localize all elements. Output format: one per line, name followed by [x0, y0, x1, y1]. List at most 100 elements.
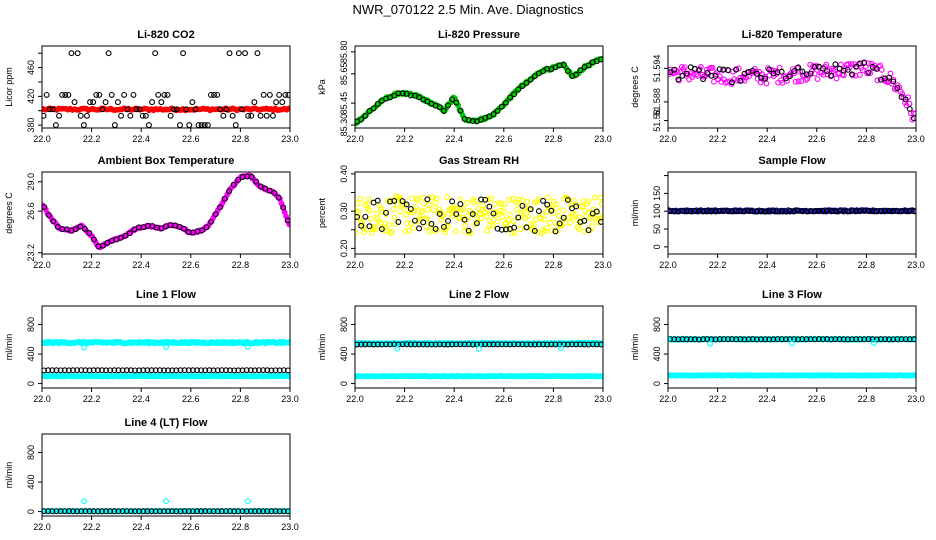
data-point	[560, 341, 567, 348]
data-point	[762, 208, 769, 215]
data-point	[506, 196, 512, 203]
data-point	[173, 508, 180, 515]
data-point	[494, 218, 501, 225]
data-point	[86, 367, 93, 374]
x-tick-label: 22.4	[132, 134, 150, 144]
data-point	[444, 194, 450, 201]
data-point	[198, 508, 205, 515]
data-point	[857, 60, 864, 67]
data-point	[395, 90, 402, 97]
data-point	[585, 227, 592, 234]
data-point	[144, 508, 151, 515]
data-point	[544, 65, 551, 72]
data-point	[499, 214, 506, 221]
chart-panel: Li-820 Pressure kPa 22.0 22.2 22.4 22.6 22.8 23…	[317, 29, 612, 144]
data-point	[774, 208, 781, 215]
x-tick-label: 22.2	[396, 134, 414, 144]
data-point	[557, 345, 564, 352]
data-point	[152, 508, 159, 515]
data-point	[370, 341, 377, 348]
data-point	[148, 367, 155, 374]
x-tick-label: 22.8	[232, 394, 250, 404]
data-point	[383, 211, 389, 218]
data-point	[870, 339, 877, 346]
data-point	[486, 341, 493, 348]
data-point	[573, 203, 580, 210]
data-point	[527, 206, 534, 213]
chart-title: Line 4 (LT) Flow	[125, 417, 208, 429]
data-point	[57, 508, 64, 515]
data-point	[378, 226, 385, 232]
data-point	[709, 64, 716, 71]
data-point	[890, 78, 897, 85]
x-tick-label: 22.0	[33, 394, 51, 404]
data-point	[599, 373, 603, 380]
data-point	[103, 367, 110, 374]
data-point	[264, 367, 271, 374]
data-point	[358, 116, 365, 123]
data-point	[42, 112, 47, 119]
x-tick-label: 22.6	[182, 260, 200, 270]
data-point	[591, 194, 598, 201]
data-point	[487, 195, 494, 202]
data-point	[272, 367, 279, 374]
data-point	[403, 341, 410, 348]
data-point	[515, 86, 522, 93]
data-point	[436, 210, 443, 217]
x-tick-label: 23.0	[281, 134, 299, 144]
data-point	[226, 50, 233, 57]
plot-frame	[354, 45, 604, 129]
x-tick-label: 22.0	[659, 394, 677, 404]
plot-frame	[354, 171, 604, 255]
data-point	[227, 367, 234, 374]
data-point	[753, 336, 760, 343]
data-point	[53, 122, 59, 128]
data-point	[704, 208, 711, 214]
data-point	[107, 367, 114, 374]
data-point	[894, 85, 901, 92]
data-point	[368, 229, 375, 236]
data-point	[401, 201, 408, 208]
data-point	[803, 336, 810, 343]
data-point	[87, 99, 94, 106]
data-point	[156, 508, 163, 515]
data-point	[256, 367, 262, 374]
data-point	[78, 367, 85, 374]
data-point	[90, 367, 97, 374]
data-point	[365, 196, 372, 203]
x-tick-label: 22.2	[709, 394, 727, 404]
data-point	[407, 92, 414, 99]
data-point	[832, 208, 839, 215]
data-point	[902, 336, 909, 343]
data-point	[355, 200, 361, 207]
data-point	[419, 208, 426, 215]
data-point	[820, 208, 826, 215]
data-point	[118, 112, 125, 119]
chart-title: Ambient Box Temperature	[98, 155, 235, 167]
data-point	[573, 71, 580, 78]
data-point	[494, 107, 501, 114]
data-point	[428, 220, 435, 227]
data-point	[502, 341, 509, 348]
data-point	[103, 508, 110, 515]
data-point	[208, 91, 214, 98]
data-point	[433, 195, 440, 202]
data-point	[121, 91, 128, 98]
chart-title: Li-820 Pressure	[438, 29, 520, 41]
x-tick-label: 22.8	[858, 394, 876, 404]
data-point	[83, 112, 90, 119]
y-tick-label: 0.30	[339, 202, 349, 220]
data-point	[206, 508, 213, 515]
data-point	[72, 226, 79, 233]
data-point	[275, 194, 282, 201]
data-point	[230, 181, 237, 188]
data-point	[553, 205, 560, 212]
data-point	[402, 228, 409, 235]
data-point	[696, 208, 702, 215]
data-point	[560, 62, 567, 68]
data-point	[589, 341, 596, 348]
data-point	[445, 102, 451, 109]
data-point	[144, 367, 151, 374]
data-point	[407, 341, 414, 348]
data-point	[412, 204, 419, 210]
